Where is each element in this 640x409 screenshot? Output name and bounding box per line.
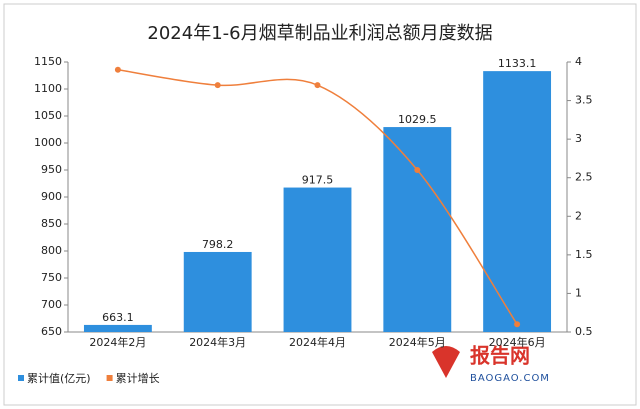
x-tick-label: 2024年2月 — [89, 335, 146, 349]
y-tick-label: 650 — [41, 325, 62, 338]
data-label: 798.2 — [202, 238, 234, 251]
bar — [283, 187, 352, 332]
data-label: 663.1 — [102, 311, 134, 324]
bar — [83, 324, 152, 332]
legend-label: 累计值(亿元) — [27, 372, 91, 385]
y-tick-label: 750 — [41, 271, 62, 284]
watermark-name: 报告网 — [470, 344, 530, 368]
y2-tick-label: 2 — [575, 209, 582, 222]
y2-tick-label: 1 — [575, 286, 582, 299]
y-tick-label: 900 — [41, 190, 62, 203]
x-tick-label: 2024年3月 — [189, 335, 246, 349]
line-point — [414, 167, 421, 173]
y2-tick-label: 3.5 — [575, 94, 593, 107]
chart-title: 2024年1-6月烟草制品业利润总额月度数据 — [147, 23, 492, 44]
watermark: 报告网 BAOGAO.COM — [432, 344, 550, 384]
y2-tick-label: 0.5 — [575, 325, 593, 338]
data-label: 1029.5 — [398, 113, 437, 126]
y-tick-label: 800 — [41, 244, 62, 257]
y-tick-label: 1100 — [34, 82, 62, 95]
y2-tick-label: 1.5 — [575, 248, 593, 261]
legend-swatch — [18, 375, 24, 381]
legend-label: 累计增长 — [116, 371, 160, 385]
bar — [183, 251, 252, 332]
line-point — [114, 66, 121, 73]
line-point — [214, 82, 221, 89]
y-tick-label: 1050 — [34, 109, 62, 122]
x-tick-label: 2024年4月 — [289, 335, 346, 349]
line-point — [514, 321, 521, 328]
watermark-url: BAOGAO.COM — [470, 373, 550, 384]
line-point — [314, 82, 321, 89]
y-tick-label: 850 — [41, 217, 62, 230]
data-label: 1133.1 — [498, 57, 537, 70]
bar — [483, 71, 552, 332]
y2-tick-label: 3 — [575, 132, 582, 145]
legend-swatch — [106, 375, 113, 381]
y2-tick-label: 2.5 — [575, 171, 593, 184]
y-tick-label: 1000 — [34, 136, 62, 149]
y-tick-label: 1150 — [34, 55, 62, 68]
y-tick-label: 700 — [41, 298, 62, 311]
x-tick-label: 2024年5月 — [389, 335, 446, 349]
data-label: 917.5 — [302, 174, 334, 187]
line — [117, 68, 518, 325]
y2-tick-label: 4 — [575, 55, 582, 68]
bar — [383, 127, 452, 332]
y-tick-label: 950 — [41, 163, 62, 176]
watermark-icon — [432, 346, 460, 378]
x-tick-label: 2024年6月 — [489, 335, 546, 349]
